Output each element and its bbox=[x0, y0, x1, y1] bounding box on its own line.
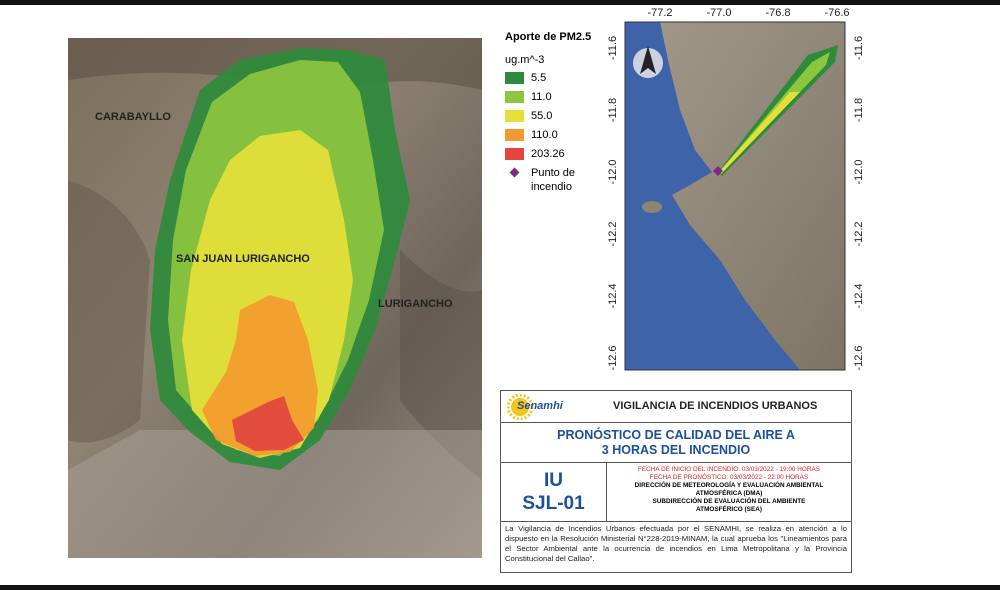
legend-label: 203.26 bbox=[531, 147, 565, 160]
title-row: PRONÓSTICO DE CALIDAD DEL AIRE A 3 HORAS… bbox=[500, 422, 852, 463]
lat-tick-label: -12.2 bbox=[853, 221, 865, 246]
lat-tick-label: -12.6 bbox=[607, 345, 619, 370]
lat-tick-label: -11.6 bbox=[607, 36, 619, 60]
description: La Vigilancia de Incendios Urbanos efect… bbox=[505, 524, 847, 563]
start-date: FECHA DE INICIO DEL INCENDIO: 03/03/2022… bbox=[638, 466, 820, 473]
header-row: Senamhi VIGILANCIA DE INCENDIOS URBANOS bbox=[500, 390, 852, 423]
legend-swatch bbox=[505, 109, 524, 122]
legend-label: 110.0 bbox=[531, 128, 558, 141]
place-label: CARABAYLLO bbox=[95, 111, 171, 123]
fire-point bbox=[713, 166, 723, 176]
lon-tick-label: -77.0 bbox=[706, 7, 731, 19]
meta: FECHA DE INICIO DEL INCENDIO: 03/03/2022… bbox=[606, 462, 852, 522]
top-bar bbox=[0, 0, 1000, 5]
subdirection: SUBDIRECCIÓN DE EVALUACIÓN DEL AMBIENTE … bbox=[652, 498, 806, 513]
legend-label: 11.0 bbox=[531, 90, 552, 103]
lat-tick-label: -12.4 bbox=[853, 283, 865, 308]
lat-tick-label: -11.8 bbox=[853, 98, 865, 122]
legend-unit: ug.m^-3 bbox=[505, 54, 545, 66]
code-line: IU bbox=[544, 470, 563, 491]
legend: 5.5 11.0 55.0 110.0 203.26 Punto de incendio bbox=[505, 68, 615, 194]
lat-tick-label: -12.0 bbox=[853, 159, 865, 184]
plume bbox=[150, 48, 410, 470]
lon-tick-label: -77.2 bbox=[647, 7, 672, 19]
info-box: Senamhi VIGILANCIA DE INCENDIOS URBANOS … bbox=[500, 390, 852, 573]
logo-sun bbox=[507, 394, 534, 420]
legend-swatch bbox=[505, 90, 524, 103]
legend-label: 55.0 bbox=[531, 109, 553, 122]
legend-label: 5.5 bbox=[531, 71, 547, 84]
legend-marker bbox=[509, 167, 520, 178]
legend-item: 11.0 bbox=[505, 87, 615, 106]
legend-title: Aporte de PM2.5 bbox=[505, 31, 592, 43]
title: PRONÓSTICO DE CALIDAD DEL AIRE A 3 HORAS… bbox=[557, 427, 795, 457]
place-label: LURIGANCHO bbox=[378, 298, 453, 310]
legend-swatch bbox=[505, 71, 524, 84]
forecast-date: FECHA DE PRONÓSTICO: 03/03/2022 - 22:00 … bbox=[649, 474, 809, 481]
code-line: SJL-01 bbox=[522, 493, 585, 514]
code: IU SJL-01 bbox=[500, 462, 607, 522]
logo-text: Senamhi bbox=[517, 400, 563, 412]
legend-item: Punto de incendio bbox=[505, 166, 615, 194]
plume-contour bbox=[232, 396, 304, 451]
right-map bbox=[625, 22, 845, 370]
lat-tick-label: -11.6 bbox=[853, 36, 865, 60]
legend-label: Punto de incendio bbox=[531, 167, 576, 193]
legend-item: 203.26 bbox=[505, 144, 615, 163]
left-map: CARABAYLLO SAN JUAN LURIGANCHO LURIGANCH… bbox=[68, 38, 482, 558]
legend-item: 55.0 bbox=[505, 106, 615, 125]
place-label: SAN JUAN LURIGANCHO bbox=[176, 253, 310, 265]
legend-swatch bbox=[505, 147, 524, 160]
lat-tick-label: -12.0 bbox=[607, 159, 619, 184]
legend-item: 5.5 bbox=[505, 68, 615, 87]
lon-tick-label: -76.8 bbox=[765, 7, 790, 19]
direction: DIRECCIÓN DE METEOROLOGÍA Y EVALUACIÓN A… bbox=[634, 482, 824, 497]
lat-tick-label: -12.6 bbox=[853, 345, 865, 370]
lat-tick-label: -11.8 bbox=[607, 98, 619, 122]
legend-swatch bbox=[505, 128, 524, 141]
lat-tick-label: -12.4 bbox=[607, 283, 619, 308]
lat-tick-label: -12.2 bbox=[607, 221, 619, 246]
bottom-bar bbox=[0, 585, 1000, 590]
legend-item: 110.0 bbox=[505, 125, 615, 144]
header: VIGILANCIA DE INCENDIOS URBANOS bbox=[613, 400, 818, 412]
lon-tick-label: -76.6 bbox=[824, 7, 849, 19]
